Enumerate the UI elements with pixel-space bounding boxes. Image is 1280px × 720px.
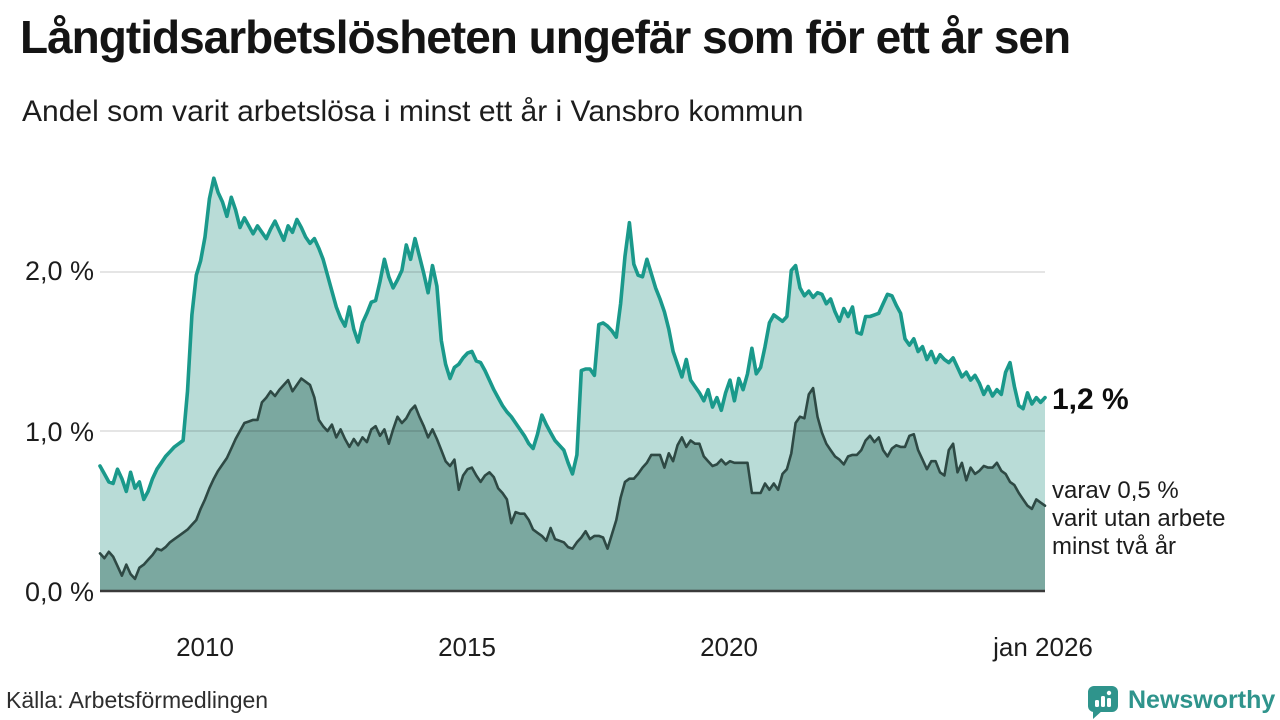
- x-axis-tick-jan-2026: jan 2026: [993, 632, 1093, 662]
- annotation-line-2: varit utan arbete: [1052, 505, 1226, 532]
- secondary-series-annotation: varav 0,5 % varit utan arbete minst två …: [1052, 477, 1225, 561]
- newsworthy-logo-icon: [1088, 686, 1118, 719]
- annotation-line-1: varav 0,5 %: [1052, 477, 1179, 504]
- newsworthy-logo: Newsworthy: [1086, 684, 1275, 720]
- chart-subtitle: Andel som varit arbetslösa i minst ett å…: [22, 95, 804, 128]
- source-credit: Källa: Arbetsförmedlingen: [6, 687, 269, 713]
- page-title: Långtidsarbetslösheten ungefär som för e…: [20, 11, 1071, 63]
- x-axis-tick-2010: 2010: [176, 632, 234, 662]
- x-axis-tick-2020: 2020: [700, 632, 758, 662]
- annotation-line-3: minst två år: [1052, 533, 1177, 560]
- latest-value-label: 1,2 %: [1052, 383, 1129, 416]
- newsworthy-logo-text: Newsworthy: [1128, 686, 1276, 714]
- x-axis-tick-2015: 2015: [438, 632, 496, 662]
- y-axis-tick-1: 1,0 %: [24, 417, 94, 447]
- y-axis-tick-0: 0,0 %: [24, 577, 94, 607]
- y-axis-tick-2: 2,0 %: [24, 256, 94, 286]
